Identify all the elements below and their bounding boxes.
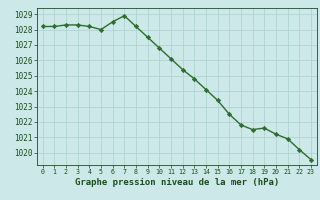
X-axis label: Graphe pression niveau de la mer (hPa): Graphe pression niveau de la mer (hPa): [75, 178, 279, 187]
